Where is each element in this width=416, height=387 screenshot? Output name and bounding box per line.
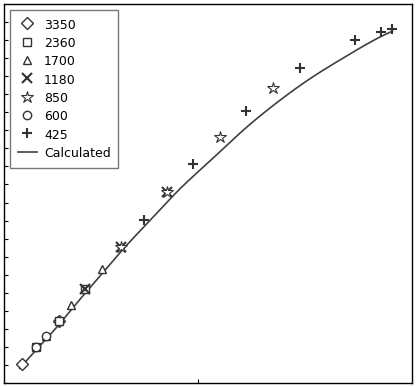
Legend: 3350, 2360, 1700, 1180, 850, 600, 425, Calculated: 3350, 2360, 1700, 1180, 850, 600, 425, C… <box>10 10 119 168</box>
